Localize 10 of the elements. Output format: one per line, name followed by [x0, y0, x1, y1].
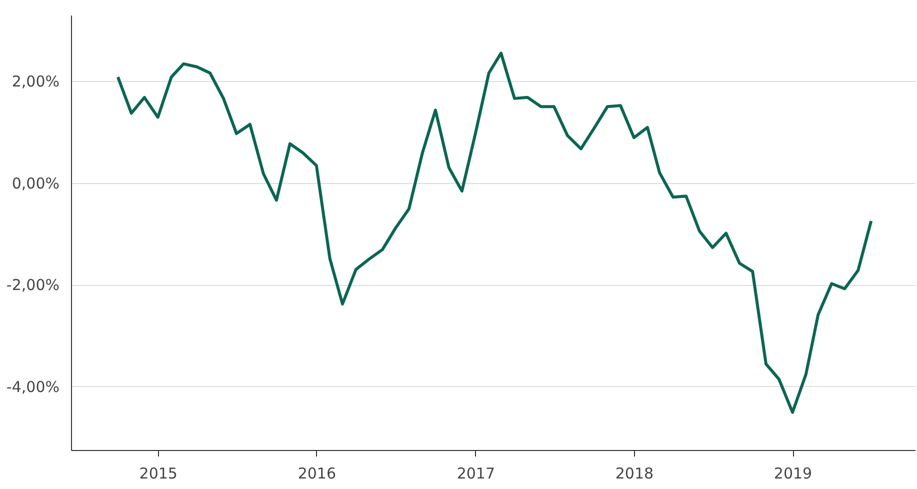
- x-tick-label: 2019: [774, 464, 812, 482]
- y-tick-label: 2,00%: [12, 72, 60, 91]
- x-tick-label: 2018: [615, 464, 654, 482]
- y-tick-label: -2,00%: [6, 276, 60, 294]
- line-series: [116, 52, 873, 414]
- x-tick-label: 2016: [298, 464, 336, 482]
- x-tick-label: 2015: [139, 464, 178, 482]
- y-tick-label: 0,00%: [12, 174, 60, 192]
- y-tick-label: -4,00%: [6, 378, 60, 396]
- x-tick-label: 2017: [456, 464, 495, 482]
